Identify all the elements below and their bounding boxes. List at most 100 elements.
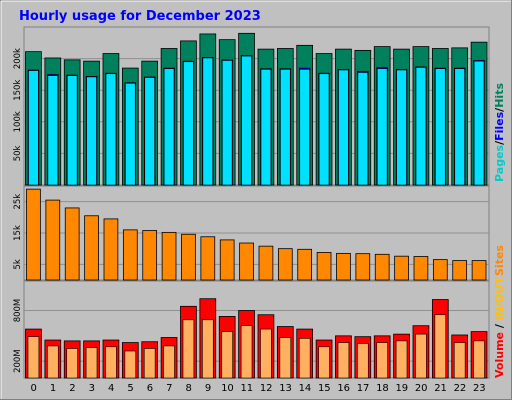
bar-pages — [376, 68, 388, 186]
y-tick-label: 800M — [13, 299, 23, 323]
y-tick-label: 150k — [13, 80, 23, 101]
bar-pages — [299, 69, 310, 186]
legend-sites-text: Sites — [493, 245, 506, 276]
x-tick-label: 6 — [147, 383, 153, 394]
bar-pages — [105, 73, 117, 186]
bar-pages — [66, 75, 78, 186]
bar-in-out — [279, 337, 292, 379]
bar-sites — [336, 252, 351, 281]
bar-sites — [239, 242, 254, 281]
bar-sites — [452, 260, 468, 281]
chart-panels: 50k 100k 150k 200k 5k 15k 25k 200M 800M — [13, 26, 490, 379]
x-tick-label: 15 — [318, 383, 331, 394]
bar-pages — [280, 69, 291, 186]
x-tick-label: 0 — [31, 383, 37, 394]
bar-sites — [316, 252, 332, 281]
bar-sites — [219, 239, 235, 281]
x-tick-label: 18 — [376, 383, 389, 394]
bar-sites — [122, 229, 138, 281]
bar-in-out — [337, 342, 350, 379]
panel-volume: 200M 800M — [13, 280, 490, 379]
legend-top-text: Pages/Files/Hits — [493, 83, 506, 182]
bar-in-out — [202, 319, 214, 379]
x-tick-label: 13 — [279, 383, 292, 394]
legend-separator: / — [493, 140, 506, 145]
bar-in-out — [473, 340, 485, 379]
bar-in-out — [163, 345, 175, 379]
x-tick-label: 21 — [434, 383, 447, 394]
x-tick-label: 20 — [415, 383, 428, 394]
bar-sites — [26, 188, 41, 281]
bar-in-out — [357, 343, 369, 379]
bar-pages — [221, 60, 233, 186]
bar-in-out — [124, 350, 137, 379]
bar-sites — [64, 207, 80, 281]
bar-in-out — [182, 319, 195, 379]
bar-in-out — [143, 348, 156, 379]
bar-pages — [86, 76, 97, 186]
bar-in-out — [318, 346, 330, 379]
bar-sites — [413, 256, 429, 281]
bar-sites — [142, 230, 158, 281]
plot-area — [23, 280, 490, 379]
bar-pages — [415, 67, 427, 186]
bar-in-out — [105, 346, 117, 379]
legend-separator: / — [493, 320, 506, 332]
legend-bottom-text: Volume / IN/OUT — [493, 277, 506, 378]
x-tick-label: 17 — [357, 383, 370, 394]
bar-in-out — [240, 325, 253, 379]
bar-pages — [47, 75, 59, 186]
legend-volume: Volume — [493, 332, 506, 378]
bar-pages — [454, 68, 465, 186]
legend-middle: Sites — [493, 245, 506, 276]
bar-pages — [473, 60, 485, 186]
legend-in-out: IN/OUT — [493, 277, 506, 321]
legend-sites: Sites — [493, 245, 506, 276]
bar-pages — [144, 77, 155, 186]
x-tick-label: 11 — [240, 383, 253, 394]
bar-pages — [396, 69, 407, 186]
x-tick-label: 22 — [454, 383, 467, 394]
x-tick-label: 3 — [89, 383, 95, 394]
bar-sites — [45, 199, 61, 281]
bar-sites — [277, 248, 293, 281]
legend-pages: Pages — [493, 144, 506, 182]
x-tick-label: 23 — [473, 383, 486, 394]
x-tick-label: 1 — [50, 383, 56, 394]
x-tick-label: 5 — [127, 383, 133, 394]
legend-top: Pages/Files/Hits — [493, 83, 506, 182]
bar-sites — [394, 255, 409, 281]
x-tick-label: 2 — [69, 383, 75, 394]
x-tick-label: 7 — [166, 383, 172, 394]
x-tick-label: 4 — [108, 383, 114, 394]
x-tick-label: 14 — [299, 383, 312, 394]
y-tick-label: 200M — [13, 349, 23, 373]
x-tick-label: 10 — [221, 383, 234, 394]
bar-in-out — [395, 340, 408, 379]
legend-files: Files — [493, 111, 506, 141]
panel-sites: 5k 15k 25k — [13, 185, 490, 281]
x-tick-label: 8 — [186, 383, 192, 394]
bar-pages — [183, 61, 194, 186]
bar-in-out — [221, 331, 233, 379]
legend-hits: Hits — [493, 83, 506, 108]
bar-pages — [163, 68, 175, 186]
bar-in-out — [85, 347, 98, 379]
bar-pages — [28, 70, 39, 186]
bar-pages — [338, 69, 349, 186]
legend-bottom: Volume / IN/OUT — [493, 277, 506, 378]
bar-sites — [200, 236, 216, 281]
bar-sites — [297, 248, 313, 281]
bar-pages — [241, 55, 252, 186]
bar-sites — [432, 259, 448, 281]
bar-sites — [84, 215, 99, 281]
bar-in-out — [260, 328, 272, 379]
y-tick-label: 25k — [13, 194, 23, 210]
y-tick-label: 5k — [13, 259, 23, 269]
y-tick-label: 50k — [13, 145, 23, 161]
bar-in-out — [453, 342, 466, 379]
bar-in-out — [434, 314, 447, 379]
y-tick-label: 15k — [13, 225, 23, 241]
bar-sites — [161, 231, 177, 281]
bar-pages — [435, 68, 446, 186]
